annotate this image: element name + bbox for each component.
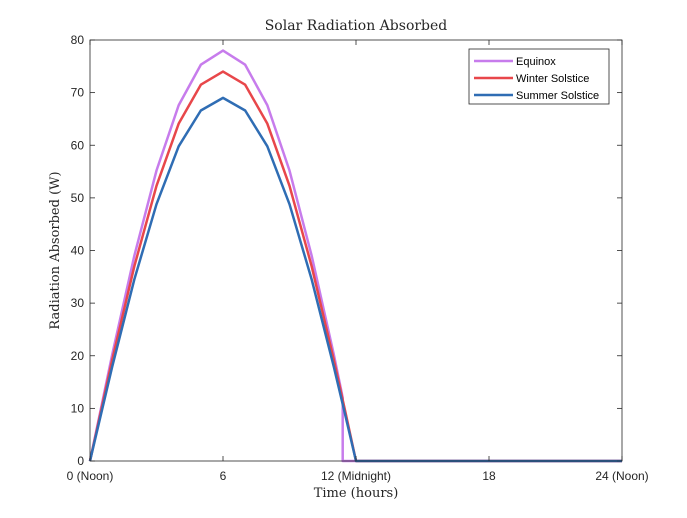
legend-label-2: Winter Solstice [516, 73, 589, 85]
chart-title: Solar Radiation Absorbed [265, 18, 448, 34]
y-tick-label: 50 [71, 191, 85, 205]
legend-label-3: Summer Solstice [516, 90, 599, 102]
y-tick-label: 0 [77, 454, 84, 468]
y-tick-label: 20 [71, 349, 85, 363]
series-line-3 [88, 96, 622, 463]
y-axis-label: Radiation Absorbed (W) [48, 171, 63, 329]
plot-area [90, 40, 622, 461]
legend: Equinox Winter Solstice Summer Solstice [468, 48, 610, 105]
y-tick-label: 60 [71, 138, 85, 152]
y-tick-label: 10 [71, 401, 85, 415]
legend-label-1: Equinox [516, 56, 556, 68]
x-tick-label: 6 [220, 469, 227, 483]
y-tick-label: 80 [71, 33, 85, 47]
series-layer [88, 49, 622, 463]
y-tick-label: 40 [71, 244, 85, 258]
x-tick-label: 0 (Noon) [67, 469, 114, 483]
x-tick-label: 12 (Midnight) [321, 469, 391, 483]
x-axis-label: Time (hours) [314, 486, 399, 501]
x-axis-ticks: 0 (Noon) 6 12 (Midnight) 18 24 (Noon) [67, 40, 649, 483]
x-tick-label: 24 (Noon) [595, 469, 648, 483]
y-axis-ticks: 0 10 20 30 40 50 60 70 80 [71, 33, 622, 468]
y-tick-label: 70 [71, 86, 85, 100]
x-tick-label: 18 [482, 469, 496, 483]
y-tick-label: 30 [71, 296, 85, 310]
